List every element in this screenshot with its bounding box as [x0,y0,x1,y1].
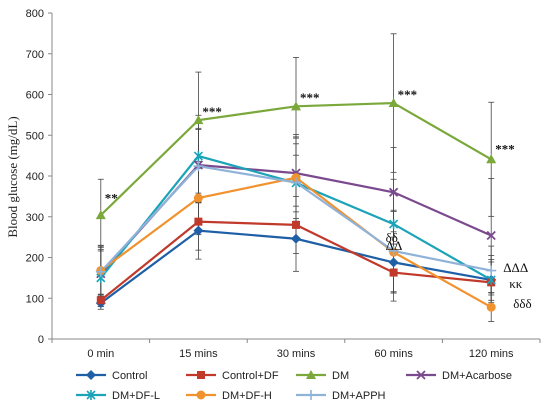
legend-item-control: Control [76,370,147,382]
y-tick-label: 800 [26,8,44,20]
dm-df-h-point [486,302,496,312]
x-tick-label: 60 mins [374,348,413,360]
y-axis-label: Blood glucose (mg/dL) [5,116,20,237]
legend-swatch-marker [306,370,316,379]
series-markers [95,98,497,312]
dm-df-h-point [193,193,203,203]
y-tick-label: 500 [26,130,44,142]
dm-acarbose-point [388,187,399,197]
legend: Control Control+DF DM DM+Acarbose DM+DF-L DM+… [76,370,512,402]
control-df-point [389,268,398,277]
legend-label: DM+Acarbose [442,370,512,382]
legend-label: Control+DF [222,370,279,382]
legend-label: DM+APPH [332,390,386,402]
control-df-point [194,217,203,226]
x-tick-label: 120 mins [469,348,514,360]
dm-point [388,98,399,108]
legend-item-dm-apph: DM+APPH [296,390,386,402]
annotation-label: *** [398,87,418,102]
x-tick-label: 30 mins [277,348,316,360]
legend-label: Control [112,370,147,382]
dm-apph-point [95,266,106,277]
annotation-label: *** [202,104,222,119]
legend-swatch-marker [306,390,316,400]
dm-apph-point [486,265,497,276]
legend-label: DM+DF-H [222,390,272,402]
dm-point [291,101,301,111]
y-tick-label: 400 [26,171,44,183]
legend-item-dm: DM [296,370,349,382]
legend-label: DM [332,370,349,382]
legend-swatch-marker [196,390,206,400]
y-tick-label: 0 [38,334,44,346]
dm-df-l-point [193,151,203,162]
legend-item-control-df: Control+DF [186,370,279,382]
dm-apph-point [193,161,204,172]
dm-acarbose-point [486,230,496,241]
annotation-label: ΔΔΔ [503,260,528,275]
legend-swatch-marker [86,390,96,400]
x-tick-label: 15 mins [179,348,218,360]
y-tick-label: 200 [26,253,44,265]
dm-df-l-point [486,274,496,285]
annotation-label: κκ [509,276,523,291]
dm-point [193,115,204,125]
dm-apph-point [388,245,399,256]
legend-item-dm-df-h: DM+DF-H [186,390,272,402]
y-tick-label: 600 [26,90,44,102]
legend-swatch-marker [416,370,426,380]
dm-df-l-point [389,219,399,230]
dm-point [486,154,497,164]
annotation-label: *** [300,90,320,105]
y-tick-label: 300 [26,212,44,224]
dm-point [95,210,106,220]
legend-swatch-marker [197,371,205,379]
legend-swatch-marker [86,370,96,380]
control-point [388,257,399,268]
y-tick-label: 100 [26,293,44,305]
tick-labels: 0 100 200 300 400 500 600 700 800 0 min 15 mins 30 … [26,8,514,360]
legend-label: DM+DF-L [112,390,160,402]
control-df-point [292,220,300,229]
axes [48,12,541,343]
y-tick-label: 700 [26,49,44,61]
annotation-label: ** [105,190,118,205]
x-tick-label: 0 min [87,348,114,360]
legend-item-dm-df-l: DM+DF-L [76,390,160,402]
control-df-point [96,296,105,305]
control-point [291,233,301,244]
control-point [193,225,204,236]
annotation-label: *** [495,142,515,157]
annotation-label: ΔΔ [386,238,403,253]
legend-item-dm-acarbose: DM+Acarbose [406,370,512,382]
annotation-label: δδδ [513,296,531,311]
annotation-label: δδ [386,230,398,245]
dm-apph-point [291,177,301,188]
